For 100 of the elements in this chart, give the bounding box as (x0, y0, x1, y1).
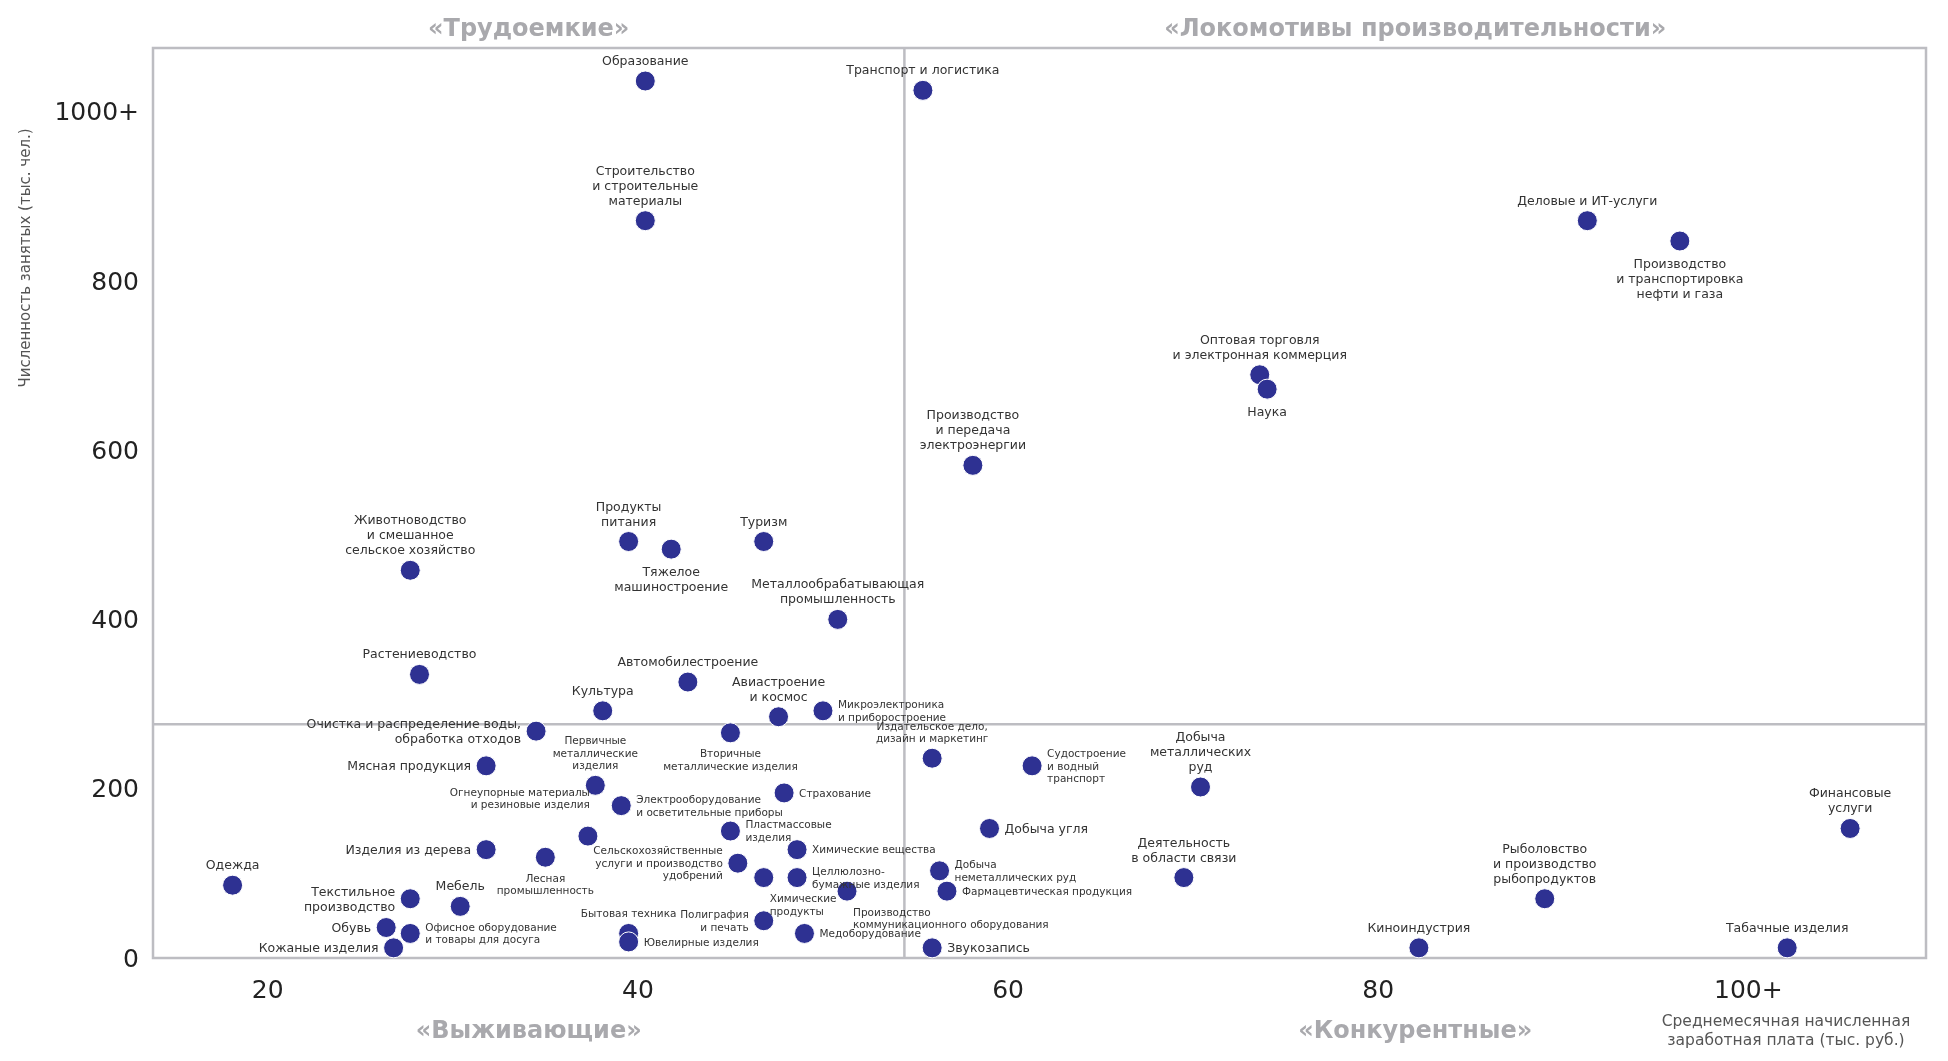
y-tick-label: 200 (91, 774, 139, 804)
annotation: Финансовые услуги (1808, 785, 1892, 816)
text: «Локомотивы производительности» (1164, 14, 1667, 42)
annotation: Культура (571, 682, 634, 698)
annotation: Киноиндустрия (1367, 919, 1471, 935)
point (399, 888, 421, 910)
annotation: Электрооборудование и осветительные приборы (636, 793, 783, 818)
annotation: Химические вещества (812, 843, 936, 856)
annotation: Целлюлозно- бумажные изделия (812, 864, 920, 890)
point (399, 922, 421, 944)
point (1408, 937, 1430, 959)
point (1576, 210, 1598, 232)
x-axis-title: Среднемесячная начисленная заработная плата (тыс. руб.) (1661, 1012, 1911, 1049)
annotation: Сельскохозяйственные услуги и производство удобрений (593, 844, 723, 882)
y-tick-label: 600 (91, 435, 139, 465)
x-tick-label: 60 (992, 975, 1024, 1004)
annotation: Транспорт и логистика (845, 62, 1000, 78)
annotation: Кожаные изделия (258, 940, 379, 956)
point (912, 79, 934, 101)
annotation: Образование (602, 53, 689, 69)
y-tick-label: 800 (91, 266, 139, 296)
annotation: Очистка и распределение воды, обработка отходов (306, 716, 522, 747)
point (1534, 888, 1556, 910)
point (753, 531, 775, 553)
y-tick-label: 1000+ (54, 97, 139, 127)
annotation: Строительство и строительные материалы (592, 162, 699, 208)
point (936, 880, 958, 902)
point (634, 210, 656, 232)
annotation: Производство и передача электроэнергии (919, 407, 1027, 453)
x-tick-label: 40 (621, 975, 654, 1004)
point (222, 874, 244, 896)
annotation: Добыча неметаллических руд (954, 858, 1077, 883)
point (921, 747, 943, 769)
annotation: Производство коммуникационного оборудования (853, 905, 1049, 931)
annotation: Продукты питания (595, 498, 662, 529)
annotation: Пластмассовые изделия (745, 818, 832, 843)
point (449, 895, 471, 917)
text: «Выживающие» (415, 1016, 642, 1044)
point (1776, 937, 1798, 959)
point (793, 922, 815, 944)
point (475, 755, 497, 777)
annotation: Авиастроение и космос (731, 673, 826, 704)
point (812, 700, 834, 722)
x-tick-label: 80 (1362, 975, 1395, 1004)
text: «Трудоемкие» (428, 14, 630, 42)
point (719, 722, 741, 744)
y-axis-title: Численность занятых (тыс. чел.) (16, 128, 34, 388)
point (727, 852, 749, 874)
annotation: Первичные металлические изделия (552, 734, 638, 772)
annotation: Добыча угля (1004, 820, 1089, 836)
annotation: Наука (1247, 403, 1287, 419)
annotation: Офисное оборудование и товары для досуга (425, 920, 557, 946)
point (534, 846, 556, 868)
point (1173, 867, 1195, 889)
text: «Конкурентные» (1298, 1016, 1533, 1044)
point (929, 860, 951, 882)
annotation: Табачные изделия (1724, 919, 1849, 935)
point (1669, 230, 1691, 252)
point (399, 559, 421, 581)
annotation: Автомобилестроение (617, 654, 759, 670)
point (610, 795, 632, 817)
point (592, 700, 614, 722)
annotation: Деятельность в области связи (1131, 834, 1237, 865)
point (634, 70, 656, 92)
point (773, 782, 795, 804)
annotation: Ювелирные изделия (643, 935, 759, 948)
point (525, 720, 547, 742)
annotation: Фармацевтическая продукция (961, 884, 1133, 897)
point (719, 820, 741, 842)
point (979, 817, 1001, 839)
point (409, 663, 431, 685)
point (383, 937, 405, 959)
point (768, 706, 790, 728)
annotation: Мясная продукция (347, 758, 472, 774)
point (375, 917, 397, 939)
point (1190, 776, 1212, 798)
annotation: Растениеводство (362, 646, 477, 662)
annotation: Оптовая торговля и электронная коммерция (1172, 331, 1347, 362)
annotation: Металлообрабатывающая промышленность (751, 576, 925, 607)
annotation: Лесная промышленность (496, 871, 594, 897)
annotation: Животноводство и смешанное сельское хозяйство (345, 512, 476, 558)
point (786, 867, 808, 889)
annotation: Рыболовство и производство рыбопродуктов (1493, 840, 1597, 886)
point (921, 937, 943, 959)
annotation: Страхование (799, 786, 872, 799)
annotation: Тяжелое машиностроение (614, 563, 729, 594)
point (1839, 817, 1861, 839)
annotation: Изделия из дерева (345, 842, 472, 858)
annotation: Звукозапись (947, 940, 1030, 956)
annotation: Текстильное производство (303, 883, 396, 914)
point (753, 867, 775, 889)
y-tick-label: 0 (123, 943, 139, 973)
point (1021, 755, 1043, 777)
x-tick-label: 100+ (1713, 975, 1783, 1004)
annotation: Вторичные металлические изделия (663, 747, 798, 772)
y-tick-label: 400 (91, 605, 139, 635)
annotation: Деловые и ИТ-услуги (1517, 192, 1658, 208)
point (618, 931, 640, 953)
annotation: Производство и транспортировка нефти и газа (1616, 255, 1744, 301)
x-tick-label: 20 (251, 975, 284, 1004)
